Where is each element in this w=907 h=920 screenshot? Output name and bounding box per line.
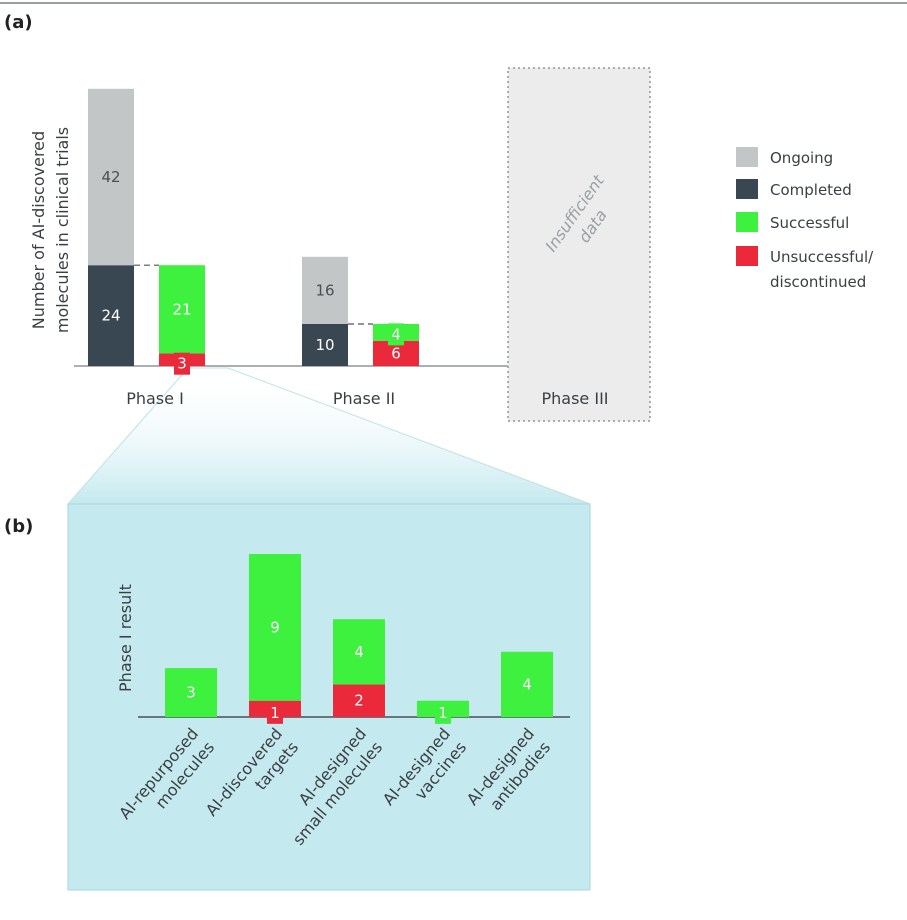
tick-phase-ii: Phase II (333, 389, 395, 408)
tab-phase-ii-successful (388, 323, 404, 346)
bar-ai-designed-antibodies-successful (501, 651, 553, 717)
panel-a-plot: 24 42 3 21 10 16 64 Phase I Phase II Phase III (74, 88, 609, 408)
bar-ai-repurposed-molecules-successful (165, 668, 217, 717)
panel-b-ylabel-text: Phase I result (116, 584, 135, 692)
panel-a-label: (a) (4, 12, 33, 33)
legend-swatch-ongoing (736, 147, 758, 167)
legend-label-unsuccessful-1: Unsuccessful/ (770, 248, 874, 266)
legend-label-unsuccessful-2: discontinued (770, 273, 866, 291)
label-phase-ii-unsuccessful: 6 (391, 344, 401, 362)
legend: Ongoing Completed Successful Unsuccessfu… (736, 147, 874, 291)
bar-phase-i-ongoing (88, 88, 134, 266)
phase-iii-box (507, 67, 651, 422)
legend-swatch-unsuccessful (736, 246, 758, 266)
label-phase-ii-completed: 10 (315, 336, 334, 354)
panel-b-label: (b) (4, 516, 33, 537)
tick-phase-iii: Phase III (541, 389, 608, 408)
legend-swatch-completed (736, 179, 758, 199)
legend-label-ongoing: Ongoing (770, 149, 833, 167)
label-phase-i-completed: 24 (101, 307, 120, 325)
label-phase-ii-ongoing: 16 (315, 281, 334, 299)
label-ai-designed-small-molecules-unsuccessful: 2 (354, 692, 364, 710)
label-phase-i-successful: 21 (172, 300, 191, 318)
label-ai-designed-vaccines-successful: 1 (438, 704, 448, 722)
label-ai-designed-small-molecules-successful: 4 (354, 643, 364, 661)
bar-ai-discovered-targets-successful (249, 554, 301, 701)
bar-phase-i-completed (88, 265, 134, 366)
bar-ai-designed-small-molecules-unsuccessful (333, 684, 385, 717)
label-ai-discovered-targets-successful: 9 (270, 618, 280, 636)
bar-ai-designed-small-molecules-successful (333, 619, 385, 685)
label-phase-i-unsuccessful: 3 (177, 355, 187, 373)
legend-label-successful: Successful (770, 214, 849, 232)
panel-b-ylabel: Phase I result (116, 584, 135, 692)
tab-phase-i-unsuccessful (174, 352, 190, 375)
tab-ai-discovered-targets-unsuccessful (267, 701, 283, 724)
label-phase-ii-successful: 4 (391, 325, 401, 343)
label-phase-i-ongoing: 42 (101, 168, 120, 186)
label-ai-repurposed-molecules-successful: 3 (186, 684, 196, 702)
legend-swatch-successful (736, 212, 758, 232)
bar-phase-i-successful (159, 265, 205, 354)
panel-a-ylabel: Number of AI-discovered molecules in cli… (29, 127, 72, 333)
tick-phase-i: Phase I (126, 389, 184, 408)
label-ai-discovered-targets-unsuccessful: 1 (270, 704, 280, 722)
bar-phase-ii-ongoing (302, 256, 348, 324)
legend-label-completed: Completed (770, 181, 852, 199)
label-ai-designed-antibodies-successful: 4 (522, 675, 532, 693)
bar-phase-ii-completed (302, 324, 348, 366)
tab-ai-designed-vaccines-successful (435, 701, 451, 724)
panel-a-ylabel-line2: molecules in clinical trials (53, 127, 72, 333)
panel-a-ylabel-line1: Number of AI-discovered (29, 131, 48, 329)
